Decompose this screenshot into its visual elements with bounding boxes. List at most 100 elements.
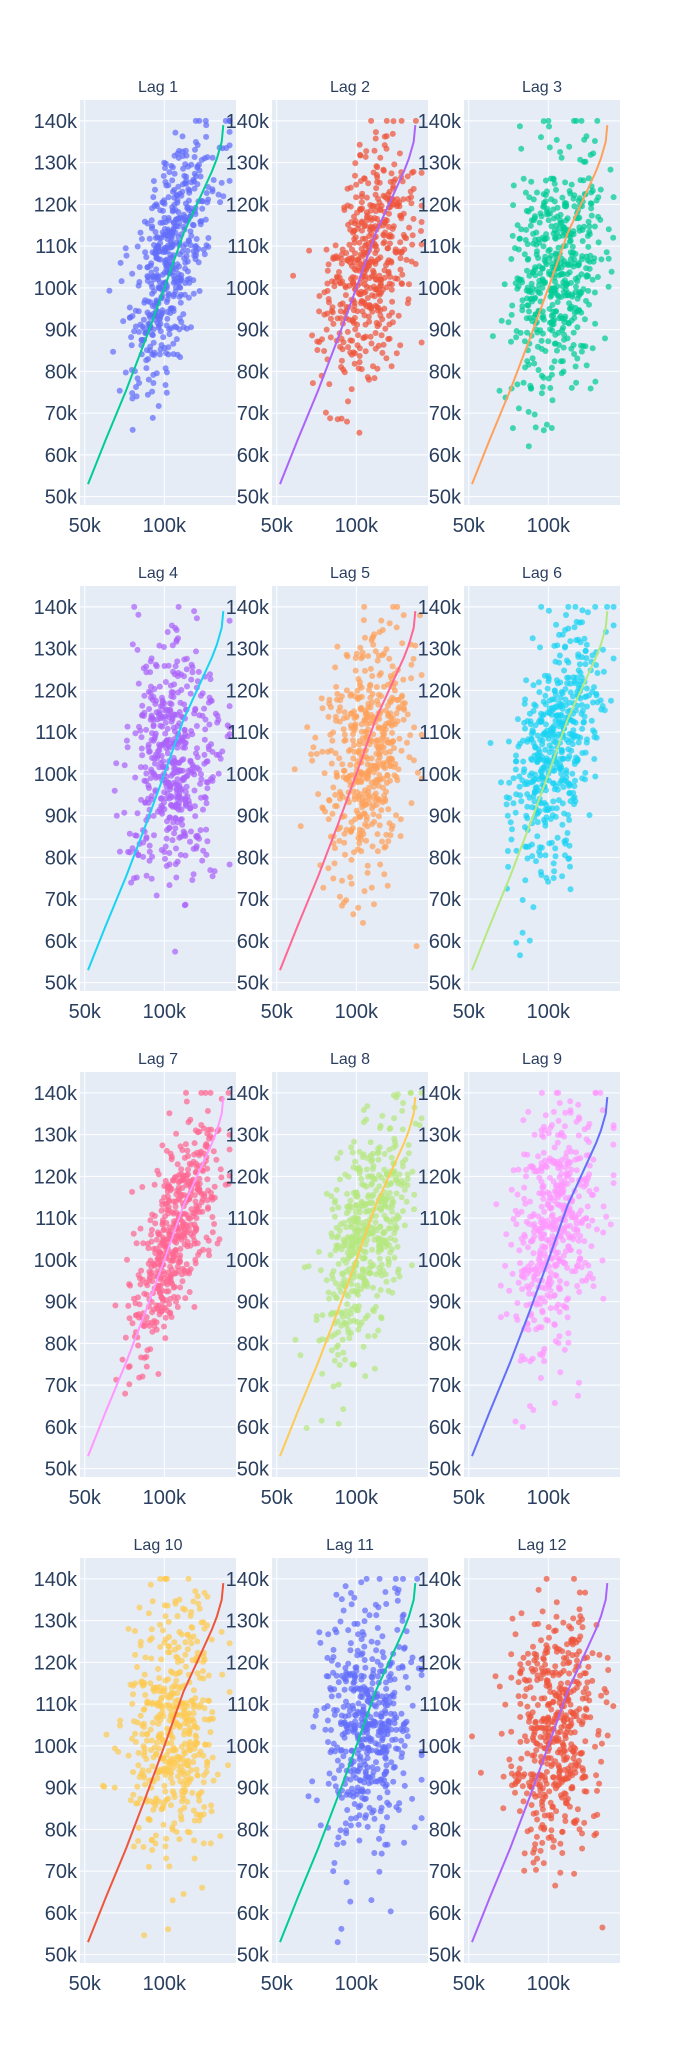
scatter-point [539, 1352, 546, 1359]
scatter-point [123, 737, 130, 744]
scatter-point [153, 663, 160, 670]
x-tick-label: 50k [69, 515, 102, 537]
scatter-point [568, 345, 575, 352]
y-tick-label: 80k [45, 1333, 78, 1355]
scatter-point [366, 302, 373, 309]
scatter-point [533, 1301, 540, 1308]
scatter-point [153, 201, 160, 208]
scatter-point [593, 734, 600, 741]
scatter-point [379, 1112, 386, 1119]
scatter-point [518, 1353, 525, 1360]
scatter-point [128, 879, 135, 886]
scatter-point [571, 309, 578, 316]
x-tick-label: 50k [453, 1487, 486, 1509]
scatter-point [544, 1292, 551, 1299]
scatter-point [352, 274, 359, 281]
scatter-point [572, 719, 579, 726]
scatter-point [375, 256, 382, 263]
scatter-point [169, 1897, 176, 1904]
scatter-point [348, 1241, 355, 1248]
scatter-point [575, 1392, 581, 1399]
scatter-point [372, 797, 379, 804]
scatter-point [569, 693, 576, 700]
scatter-point [362, 667, 368, 674]
scatter-point [563, 612, 569, 618]
scatter-point [603, 249, 610, 256]
scatter-point [369, 308, 376, 315]
scatter-point [158, 808, 165, 815]
scatter-point [349, 337, 356, 344]
scatter-point [345, 1329, 352, 1336]
y-tick-label: 50k [45, 487, 78, 509]
scatter-point [377, 1287, 384, 1293]
scatter-point [521, 251, 528, 258]
scatter-point [383, 133, 390, 140]
scatter-point [325, 261, 332, 268]
scatter-point [354, 687, 361, 694]
subplot-title: Lag 1 [138, 79, 178, 96]
scatter-point [399, 692, 406, 699]
scatter-point [523, 844, 530, 850]
scatter-point [509, 1270, 516, 1277]
scatter-point [393, 1190, 400, 1197]
scatter-point [343, 1308, 350, 1315]
scatter-point [203, 851, 210, 858]
scatter-point [363, 194, 370, 201]
scatter-point [530, 1407, 537, 1413]
scatter-point [391, 772, 398, 779]
scatter-point [590, 1283, 597, 1290]
scatter-point [360, 810, 367, 817]
scatter-point [406, 754, 413, 761]
scatter-point [145, 1767, 152, 1774]
scatter-point [567, 1109, 574, 1116]
scatter-point [205, 196, 212, 203]
scatter-point [180, 828, 187, 835]
scatter-point [554, 1139, 561, 1146]
scatter-point [193, 648, 199, 655]
scatter-point [379, 627, 386, 633]
scatter-point [555, 244, 562, 251]
scatter-point [180, 1175, 186, 1182]
scatter-point [541, 1358, 548, 1365]
scatter-point [170, 293, 177, 300]
scatter-point [319, 1312, 326, 1319]
reference-line [279, 125, 417, 485]
scatter-point [369, 699, 376, 706]
scatter-point [383, 1216, 390, 1223]
scatter-point [183, 1089, 189, 1096]
scatter-point [368, 117, 375, 124]
scatter-point [547, 326, 554, 333]
scatter-point [163, 779, 170, 786]
scatter-point [355, 1326, 362, 1333]
scatter-point [566, 188, 573, 194]
scatter-point [170, 279, 177, 286]
scatter-point [165, 182, 172, 189]
scatter-point [388, 1154, 395, 1161]
scatter-point [341, 830, 348, 837]
y-tick-label: 100k [34, 278, 78, 300]
scatter-point [156, 642, 163, 649]
scatter-point [333, 803, 340, 810]
scatter-point [132, 774, 139, 781]
scatter-point [526, 194, 533, 201]
x-tick-label: 50k [261, 515, 294, 537]
scatter-point [542, 253, 549, 260]
scatter-point [149, 1598, 156, 1605]
scatter-point [182, 161, 189, 168]
scatter-point [130, 1230, 137, 1237]
scatter-point [201, 736, 208, 743]
scatter-point [570, 249, 577, 256]
scatter-point [209, 777, 216, 784]
scatter-point [418, 241, 425, 248]
scatter-point [542, 1112, 549, 1119]
scatter-point [538, 1089, 545, 1096]
scatter-point [557, 1203, 564, 1209]
scatter-point [498, 779, 504, 786]
x-tick-label: 100k [335, 515, 379, 537]
scatter-point [564, 830, 571, 836]
scatter-point [155, 1720, 162, 1727]
scatter-point [199, 205, 206, 212]
scatter-point [205, 746, 212, 753]
scatter-point [562, 686, 569, 692]
scatter-point [536, 281, 543, 288]
